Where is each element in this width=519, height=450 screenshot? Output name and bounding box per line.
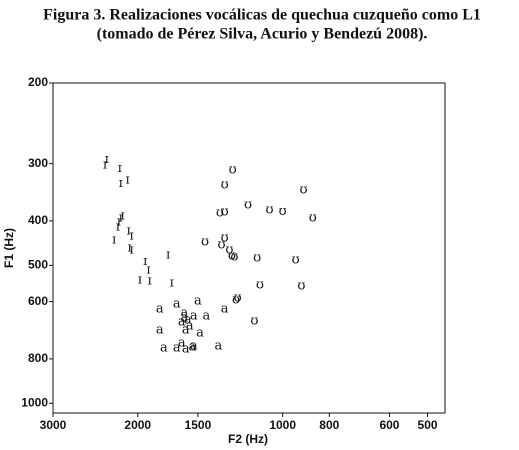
vowel-point: a (178, 315, 186, 330)
x-tick-label: 1500 (185, 418, 212, 432)
vowel-point: ɪ (166, 248, 170, 263)
vowel-point: ɪ (119, 210, 123, 225)
vowel-point: a (186, 318, 194, 333)
vowel-point: ʊ (300, 182, 308, 197)
vowel-point: a (173, 296, 181, 311)
y-tick-label: 500 (28, 258, 48, 272)
vowel-point: ɪ (127, 240, 131, 255)
vowel-point: a (181, 305, 189, 320)
vowel-point: ʊ (229, 163, 237, 178)
vowel-point: ɪ (116, 219, 120, 234)
chart-title: Figura 3. Realizaciones vocálicas de que… (43, 7, 481, 24)
vowel-point: ɪ (119, 176, 123, 191)
vowel-point: ɪ (148, 274, 152, 289)
vowel-point: ʊ (279, 204, 287, 219)
vowel-point: a (221, 302, 229, 317)
y-tick-label: 200 (28, 75, 48, 89)
vowel-point: a (184, 312, 192, 327)
vowel-point: a (182, 323, 190, 338)
vowel-point: ʊ (244, 197, 252, 212)
vowel-point: ɪ (103, 158, 107, 173)
vowel-point: ʊ (256, 278, 264, 293)
vowel-point: ɪ (129, 243, 133, 258)
x-tick-label: 600 (379, 418, 399, 432)
y-tick-label: 600 (28, 294, 48, 308)
vowel-point: a (178, 336, 186, 351)
vowel-point: ʊ (250, 313, 258, 328)
vowel-point: ʊ (201, 235, 209, 250)
y-tick-label: 1000 (21, 395, 48, 409)
vowel-point: a (194, 293, 202, 308)
vowel-point: a (190, 339, 198, 354)
vowel-point: ɪ (170, 275, 174, 290)
vowel-point: ʊ (265, 203, 273, 218)
vowel-point: ɪ (138, 272, 142, 287)
vowel-point: a (156, 302, 164, 317)
vowel-point: ʊ (232, 292, 240, 307)
vowel-point: a (196, 325, 204, 340)
vowel-point: ʊ (225, 243, 233, 258)
vowel-point: ʊ (221, 204, 229, 219)
vowel-point: ʊ (221, 231, 229, 246)
vowel-point: a (173, 341, 181, 356)
x-tick-label: 3000 (40, 418, 67, 432)
vowel-point: a (203, 309, 211, 324)
vowel-point: ɪ (118, 161, 122, 176)
y-tick-label: 800 (28, 351, 48, 365)
vowel-point: ɪ (112, 232, 116, 247)
x-tick-label: 1000 (269, 418, 296, 432)
vowel-point: ʊ (292, 253, 300, 268)
vowel-point: ɪ (117, 214, 121, 229)
vowel-point: ʊ (221, 178, 229, 193)
vowel-point: ɪ (143, 254, 147, 269)
vowel-point: a (182, 342, 190, 357)
vowel-point: ɪ (121, 208, 125, 223)
x-tick-label: 2000 (124, 418, 151, 432)
vowel-point: ʊ (297, 279, 305, 294)
chart-title: (tomado de Pérez Silva, Acurio y Bendezú… (97, 26, 428, 43)
vowel-point: ɪ (146, 263, 150, 278)
vowel-point: ʊ (309, 210, 317, 225)
vowel-point: ɪ (105, 152, 109, 167)
x-tick-label: 800 (319, 418, 339, 432)
plot-frame (52, 82, 446, 414)
y-tick-label: 400 (28, 213, 48, 227)
y-tick-label: 300 (28, 156, 48, 170)
vowel-point: ʊ (234, 290, 242, 305)
x-axis-label: F2 (Hz) (228, 432, 268, 446)
vowel-point: ɪ (125, 173, 129, 188)
vowel-point: ɪ (129, 228, 133, 243)
vowel-point: a (215, 339, 223, 354)
vowel-point: ʊ (253, 251, 261, 266)
vowel-point: ʊ (228, 248, 236, 263)
vowel-point: a (190, 309, 198, 324)
vowel-point: a (181, 310, 189, 325)
vowel-point: ʊ (217, 237, 225, 252)
vowel-point: ʊ (216, 205, 224, 220)
vowel-point: a (156, 323, 164, 338)
x-tick-label: 500 (418, 418, 438, 432)
vowel-point: ɪ (126, 224, 130, 239)
vowel-point: a (189, 340, 197, 355)
y-axis-label: F1 (Hz) (2, 228, 16, 268)
vowel-point: ʊ (230, 249, 238, 264)
vowel-point: a (160, 341, 168, 356)
